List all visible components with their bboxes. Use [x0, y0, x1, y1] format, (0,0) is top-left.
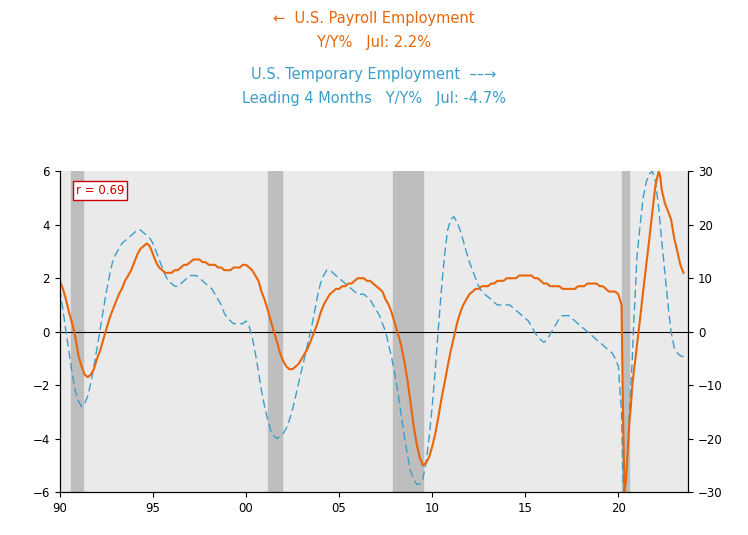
- Text: U.S. Temporary Employment  ––→: U.S. Temporary Employment ––→: [251, 67, 497, 82]
- Text: r = 0.69: r = 0.69: [76, 184, 124, 197]
- Bar: [268, 171, 282, 492]
- Bar: [393, 171, 423, 492]
- Bar: [622, 171, 629, 492]
- Bar: [70, 171, 83, 492]
- Text: Y/Y%   Jul: 2.2%: Y/Y% Jul: 2.2%: [316, 35, 432, 50]
- Text: Leading 4 Months   Y/Y%   Jul: -4.7%: Leading 4 Months Y/Y% Jul: -4.7%: [242, 91, 506, 106]
- Text: ←  U.S. Payroll Employment: ← U.S. Payroll Employment: [273, 11, 475, 26]
